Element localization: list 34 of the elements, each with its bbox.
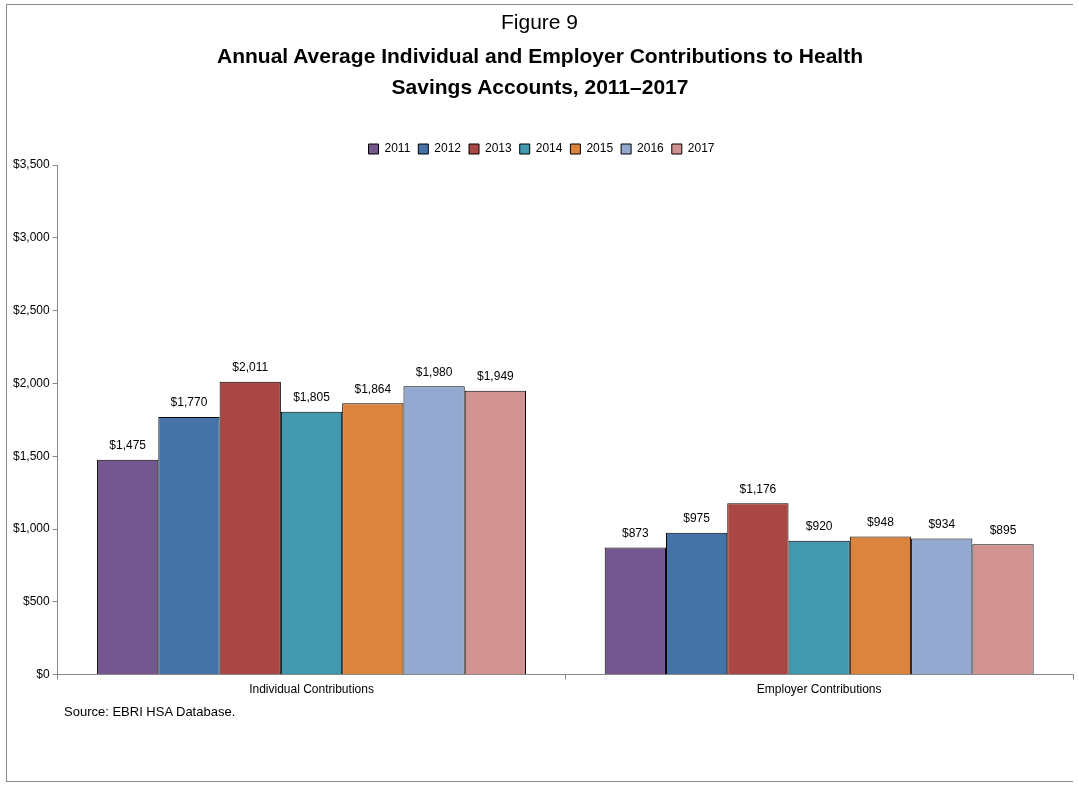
data-label: $934 <box>928 516 956 531</box>
x-tick-label: Individual Contributions <box>249 682 374 697</box>
legend-label: 2011 <box>384 141 411 156</box>
data-label: $1,805 <box>293 390 331 405</box>
y-tick-label: $0 <box>36 666 51 681</box>
chart-subtitle: Annual Average Individual and Employer Contributions to Health Savings Accounts, 2011–2017 <box>216 43 864 100</box>
source-note: Source: EBRI HSA Database. <box>64 704 236 719</box>
y-tick-label: $2,000 <box>13 375 51 390</box>
y-tick-label: $3,000 <box>13 230 51 245</box>
data-label: $873 <box>621 525 649 540</box>
data-label: $920 <box>805 518 833 533</box>
legend-label: 2016 <box>637 141 665 156</box>
data-label: $1,176 <box>739 481 777 496</box>
data-label: $1,475 <box>109 438 147 453</box>
legend-label: 2012 <box>434 141 462 156</box>
data-label: $2,011 <box>232 360 269 375</box>
y-tick-label: $500 <box>23 594 51 609</box>
y-tick-label: $1,500 <box>13 448 51 463</box>
data-label: $1,949 <box>477 369 515 384</box>
x-tick-label: Employer Contributions <box>756 682 882 697</box>
legend-label: 2017 <box>687 141 715 156</box>
data-label: $895 <box>989 522 1017 537</box>
chart-title: Figure 9 <box>499 10 579 34</box>
y-tick-label: $3,500 <box>13 157 51 172</box>
data-label: $948 <box>867 514 895 529</box>
data-label: $975 <box>683 510 711 525</box>
y-tick-label: $1,000 <box>13 521 51 536</box>
legend-label: 2014 <box>535 141 563 156</box>
legend-label: 2013 <box>485 141 513 156</box>
data-label: $1,770 <box>170 395 208 410</box>
legend-label: 2015 <box>586 141 614 156</box>
data-label: $1,980 <box>415 364 453 379</box>
y-tick-label: $2,500 <box>13 302 51 317</box>
data-label: $1,864 <box>354 381 392 396</box>
